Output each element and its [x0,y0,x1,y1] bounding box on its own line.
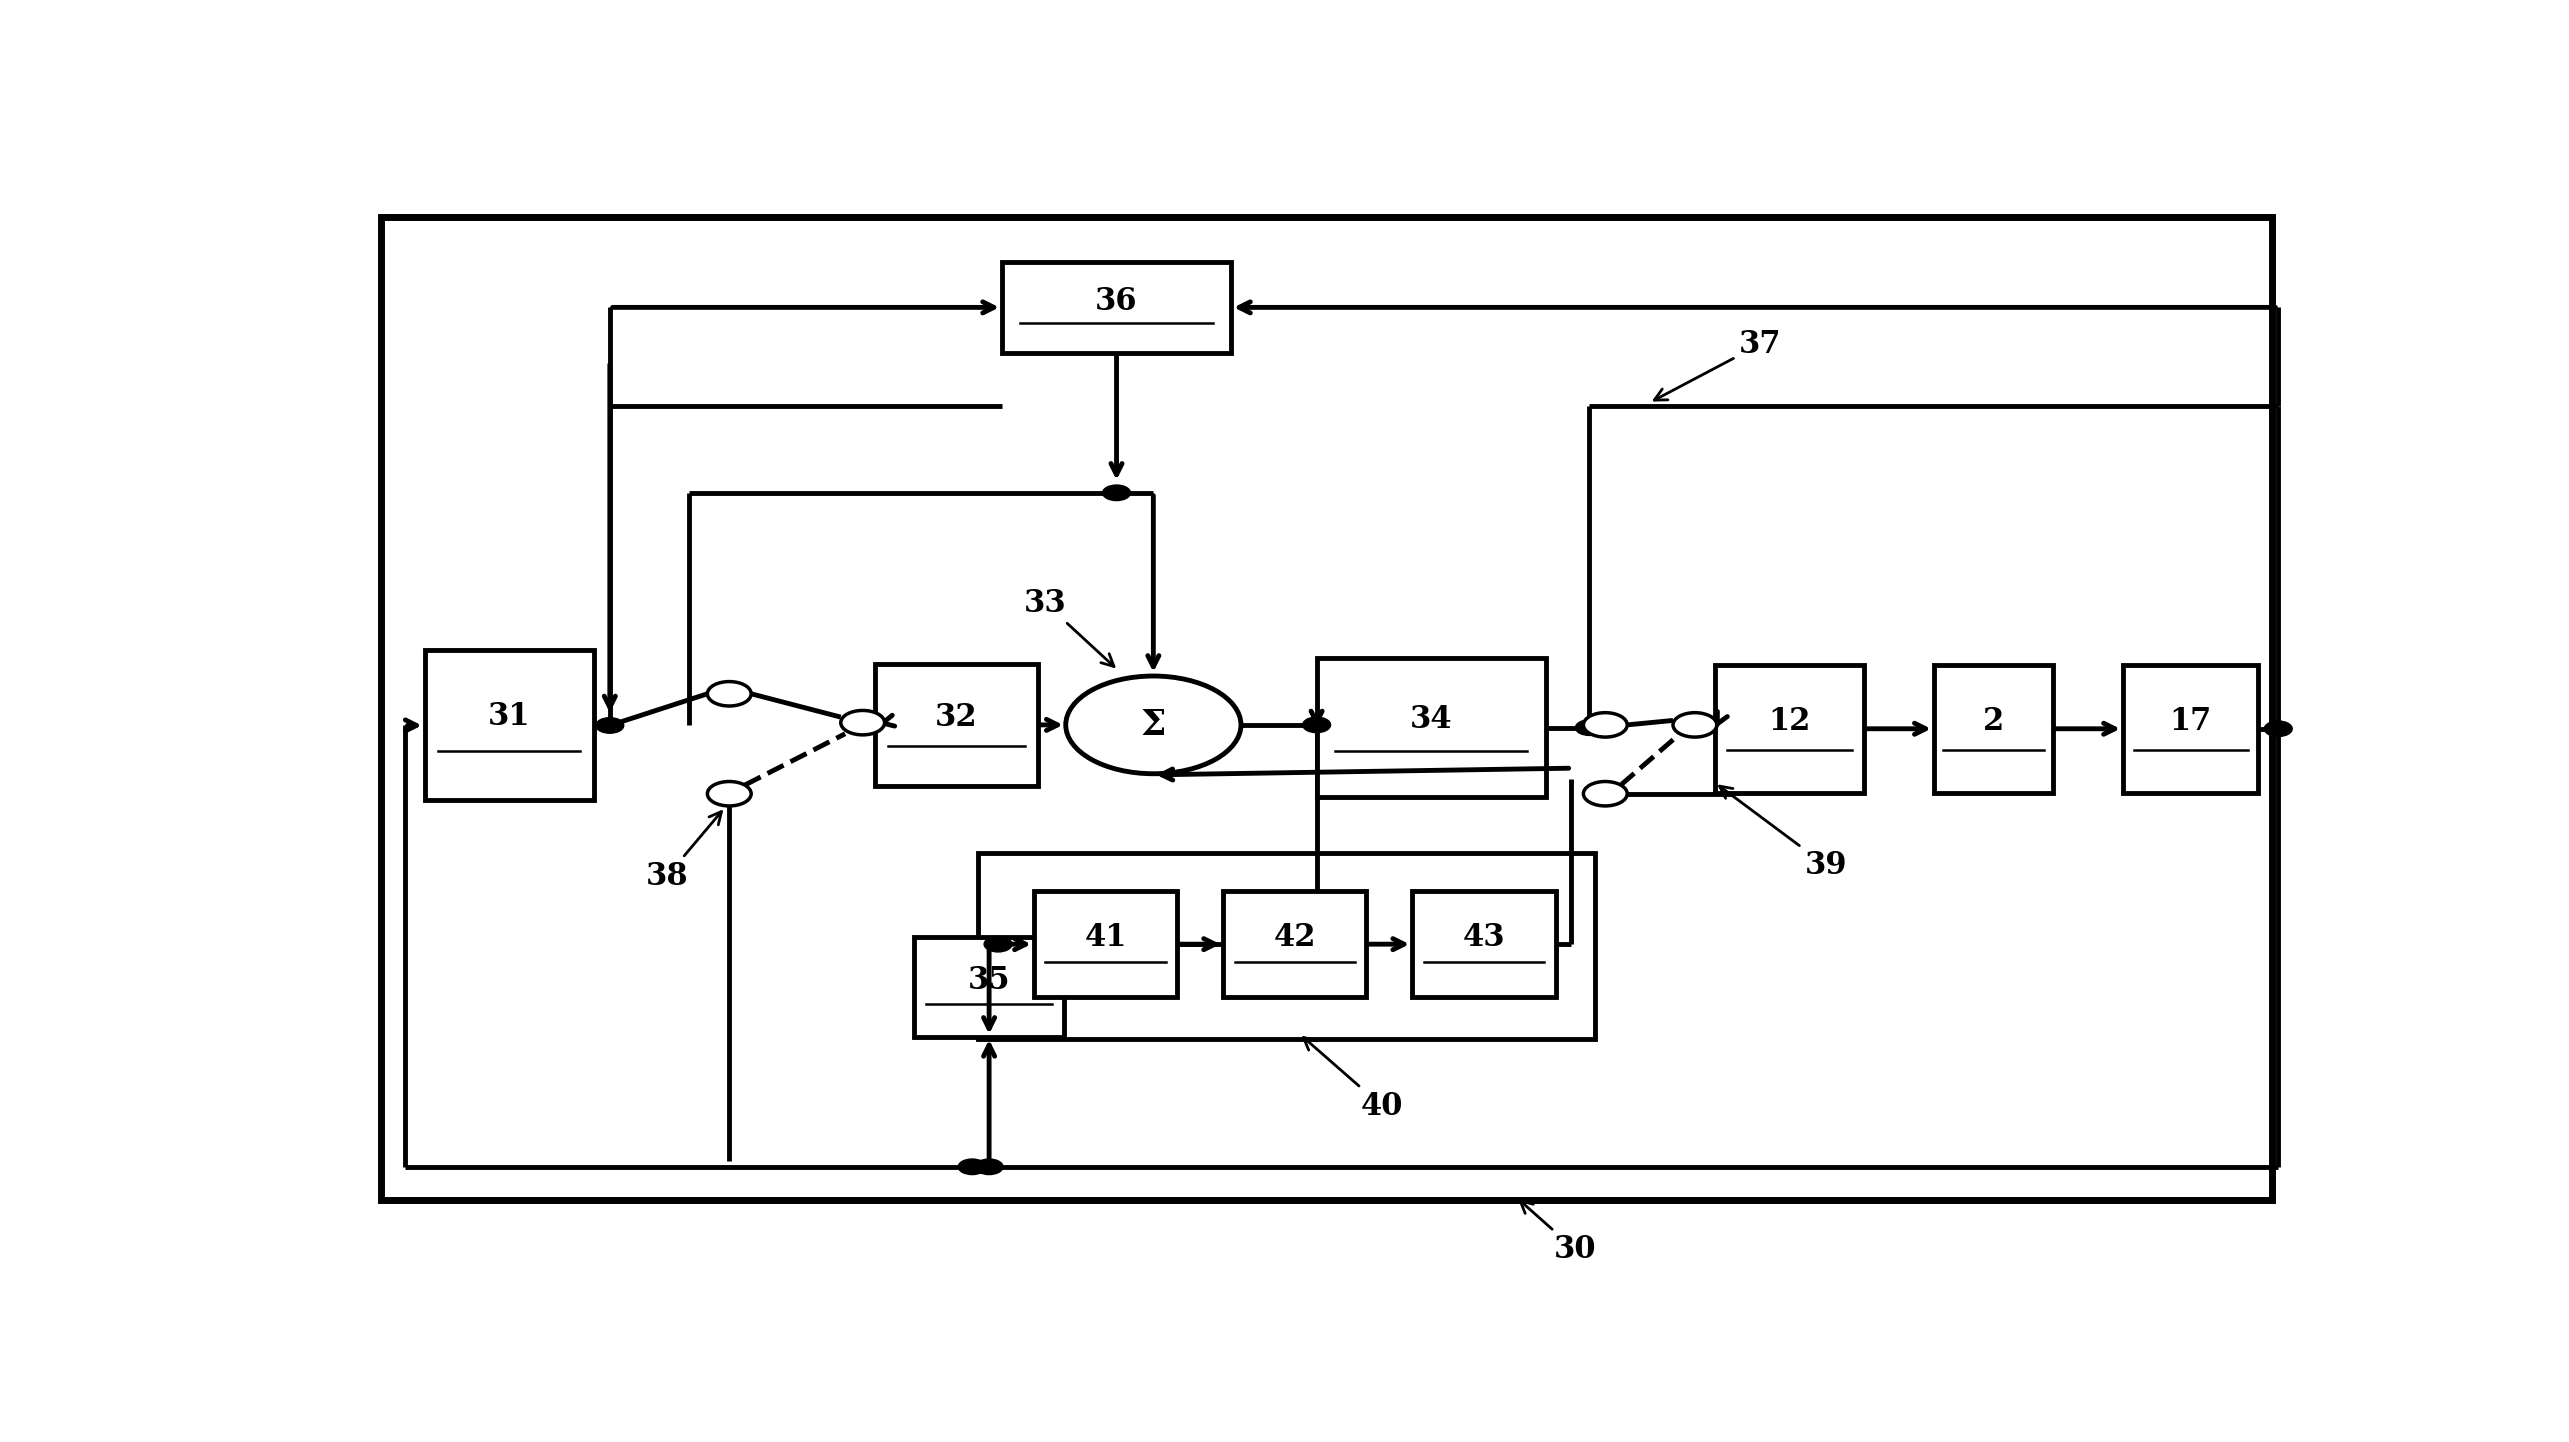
Text: 38: 38 [645,812,722,891]
Bar [1413,891,1554,996]
Circle shape [1583,782,1626,806]
Circle shape [1672,712,1716,737]
Text: Σ: Σ [1141,708,1166,741]
Bar [1223,891,1367,996]
Circle shape [1102,485,1130,500]
Text: 12: 12 [1767,705,1811,737]
Circle shape [958,1159,986,1175]
Text: 2: 2 [1983,705,2004,737]
Text: 40: 40 [1302,1037,1403,1122]
Text: 41: 41 [1084,923,1128,953]
Circle shape [984,936,1012,952]
Bar [1315,658,1547,797]
Circle shape [976,1159,1002,1175]
Text: 37: 37 [1654,329,1780,399]
Text: 17: 17 [2171,705,2212,737]
Text: 35: 35 [969,966,1010,996]
Circle shape [840,711,884,735]
Bar [1714,665,1865,793]
Circle shape [1583,712,1626,737]
Circle shape [596,718,624,733]
Circle shape [706,782,750,806]
Circle shape [1302,717,1331,733]
Text: 43: 43 [1462,923,1505,953]
Text: 31: 31 [488,701,532,733]
Circle shape [2263,721,2292,737]
Circle shape [706,682,750,707]
Bar [2122,665,2258,793]
Text: 42: 42 [1274,923,1315,953]
Bar [1033,891,1177,996]
Text: 33: 33 [1025,588,1115,666]
Bar [873,663,1038,786]
Text: 30: 30 [1521,1201,1595,1265]
Bar [915,937,1064,1037]
Text: 34: 34 [1410,704,1451,735]
Bar [424,650,593,800]
Circle shape [1066,676,1241,774]
Text: 36: 36 [1094,287,1138,317]
Bar [1002,262,1231,353]
Bar [1934,665,2053,793]
Bar [380,218,2271,1200]
Text: 32: 32 [935,702,979,733]
Text: 39: 39 [1719,786,1847,881]
Bar [979,852,1595,1040]
Circle shape [1575,720,1603,735]
